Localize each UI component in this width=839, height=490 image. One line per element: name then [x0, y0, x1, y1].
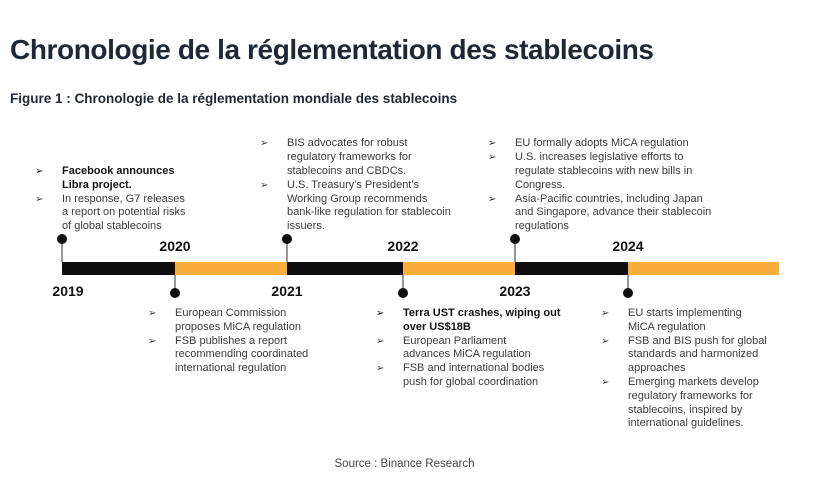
page-title: Chronologie de la réglementation des sta… — [10, 34, 654, 65]
marker-stem-2020 — [174, 275, 176, 290]
marker-dot-2022 — [398, 288, 408, 298]
marker-stem-2021 — [286, 240, 288, 262]
timeline-segment-2022 — [403, 262, 515, 275]
timeline-segment-2020 — [175, 262, 287, 275]
arrow-bullet-icon: ➢ — [376, 308, 385, 319]
arrow-bullet-icon: ➢ — [376, 363, 385, 375]
timeline-segment-2019 — [62, 262, 175, 275]
marker-stem-2024 — [627, 275, 629, 290]
event-text: Asia-Pacific countries, including Japan … — [515, 192, 712, 233]
event-text: FSB and BIS push for global standards an… — [628, 334, 767, 375]
events-2023: ➢ EU formally adopts MiCA regulation ➢ U.S.… — [488, 137, 711, 234]
marker-stem-2022 — [402, 275, 404, 290]
event-item: ➢ Facebook announces Libra project. — [35, 165, 186, 193]
arrow-bullet-icon: ➢ — [601, 376, 610, 388]
marker-dot-2020 — [170, 288, 180, 298]
arrow-bullet-icon: ➢ — [260, 179, 269, 191]
timeline-segment-2021 — [287, 262, 403, 275]
source-text: Source : Binance Research — [334, 458, 475, 470]
arrow-bullet-icon: ➢ — [35, 193, 44, 205]
events-2024: ➢ EU starts implementing MiCA regulation ➢… — [601, 307, 767, 431]
event-item: ➢ In response, G7 releases a report on po… — [35, 193, 186, 234]
event-item: ➢ EU starts implementing MiCA regulation — [601, 307, 767, 335]
event-text: Facebook announces Libra project. — [62, 165, 175, 191]
event-item: ➢ European Commission proposes MiCA regul… — [148, 307, 308, 335]
event-item: ➢ FSB publishes a report recommending coo… — [148, 335, 308, 376]
event-text: U.S. increases legislative efforts to re… — [515, 151, 693, 191]
marker-stem-2023 — [514, 240, 516, 262]
arrow-bullet-icon: ➢ — [260, 138, 269, 150]
figure-caption: Figure 1 : Chronologie de la réglementat… — [10, 91, 458, 106]
event-text: EU formally adopts MiCA regulation — [515, 137, 689, 150]
year-label-2022: 2022 — [387, 238, 419, 254]
events-2022: ➢ Terra UST crashes, wiping out over US$1… — [376, 307, 561, 390]
event-item: ➢ BIS advocates for robust regulatory fra… — [260, 137, 451, 178]
timeline-segment-2024 — [628, 262, 779, 275]
event-text: FSB and international bodies push for gl… — [403, 362, 545, 388]
marker-dot-2023 — [510, 234, 520, 244]
arrow-bullet-icon: ➢ — [376, 335, 385, 347]
event-item: ➢ Asia-Pacific countries, including Japan… — [488, 193, 711, 234]
arrow-bullet-icon: ➢ — [148, 308, 157, 319]
marker-dot-2021 — [282, 234, 292, 244]
event-item: ➢ FSB and BIS push for global standards a… — [601, 335, 767, 376]
marker-dot-2019 — [57, 234, 67, 244]
arrow-bullet-icon: ➢ — [601, 335, 610, 347]
event-text: BIS advocates for robust regulatory fram… — [287, 137, 412, 178]
year-label-2023: 2023 — [499, 283, 531, 299]
arrow-bullet-icon: ➢ — [488, 152, 497, 164]
event-item: ➢ U.S. increases legislative efforts to r… — [488, 151, 711, 192]
event-text: Terra UST crashes, wiping out over US$18… — [403, 307, 561, 333]
arrow-bullet-icon: ➢ — [488, 193, 497, 205]
event-item: ➢ European Parliament advances MiCA regul… — [376, 335, 561, 363]
event-item: ➢ U.S. Treasury's President's Working Gro… — [260, 179, 451, 234]
event-item: ➢ FSB and international bodies push for g… — [376, 362, 561, 390]
arrow-bullet-icon: ➢ — [148, 335, 157, 347]
event-text: U.S. Treasury's President's Working Grou… — [287, 178, 451, 233]
event-text: In response, G7 releases a report on pot… — [62, 192, 186, 233]
year-label-2024: 2024 — [612, 238, 644, 254]
events-2021: ➢ BIS advocates for robust regulatory fra… — [260, 137, 451, 234]
timeline-segment-2023 — [515, 262, 628, 275]
year-label-2019: 2019 — [52, 283, 84, 299]
year-label-2021: 2021 — [271, 283, 303, 299]
events-2019: ➢ Facebook announces Libra project. ➢ In re… — [35, 165, 186, 234]
event-item: ➢ Terra UST crashes, wiping out over US$1… — [376, 307, 561, 335]
event-item: ➢ EU formally adopts MiCA regulation — [488, 137, 711, 151]
event-text: European Commission proposes MiCA regula… — [175, 307, 301, 333]
event-item: ➢ Emerging markets develop regulatory fra… — [601, 376, 767, 431]
arrow-bullet-icon: ➢ — [488, 138, 497, 150]
arrow-bullet-icon: ➢ — [601, 308, 610, 319]
year-label-2020: 2020 — [159, 238, 191, 254]
marker-stem-2019 — [61, 240, 63, 262]
event-text: EU starts implementing MiCA regulation — [628, 307, 742, 333]
event-text: European Parliament advances MiCA regula… — [403, 334, 531, 361]
arrow-bullet-icon: ➢ — [35, 166, 44, 178]
events-2020: ➢ European Commission proposes MiCA regul… — [148, 307, 308, 376]
event-text: Emerging markets develop regulatory fram… — [628, 375, 759, 430]
marker-dot-2024 — [623, 288, 633, 298]
event-text: FSB publishes a report recommending coor… — [175, 334, 309, 375]
